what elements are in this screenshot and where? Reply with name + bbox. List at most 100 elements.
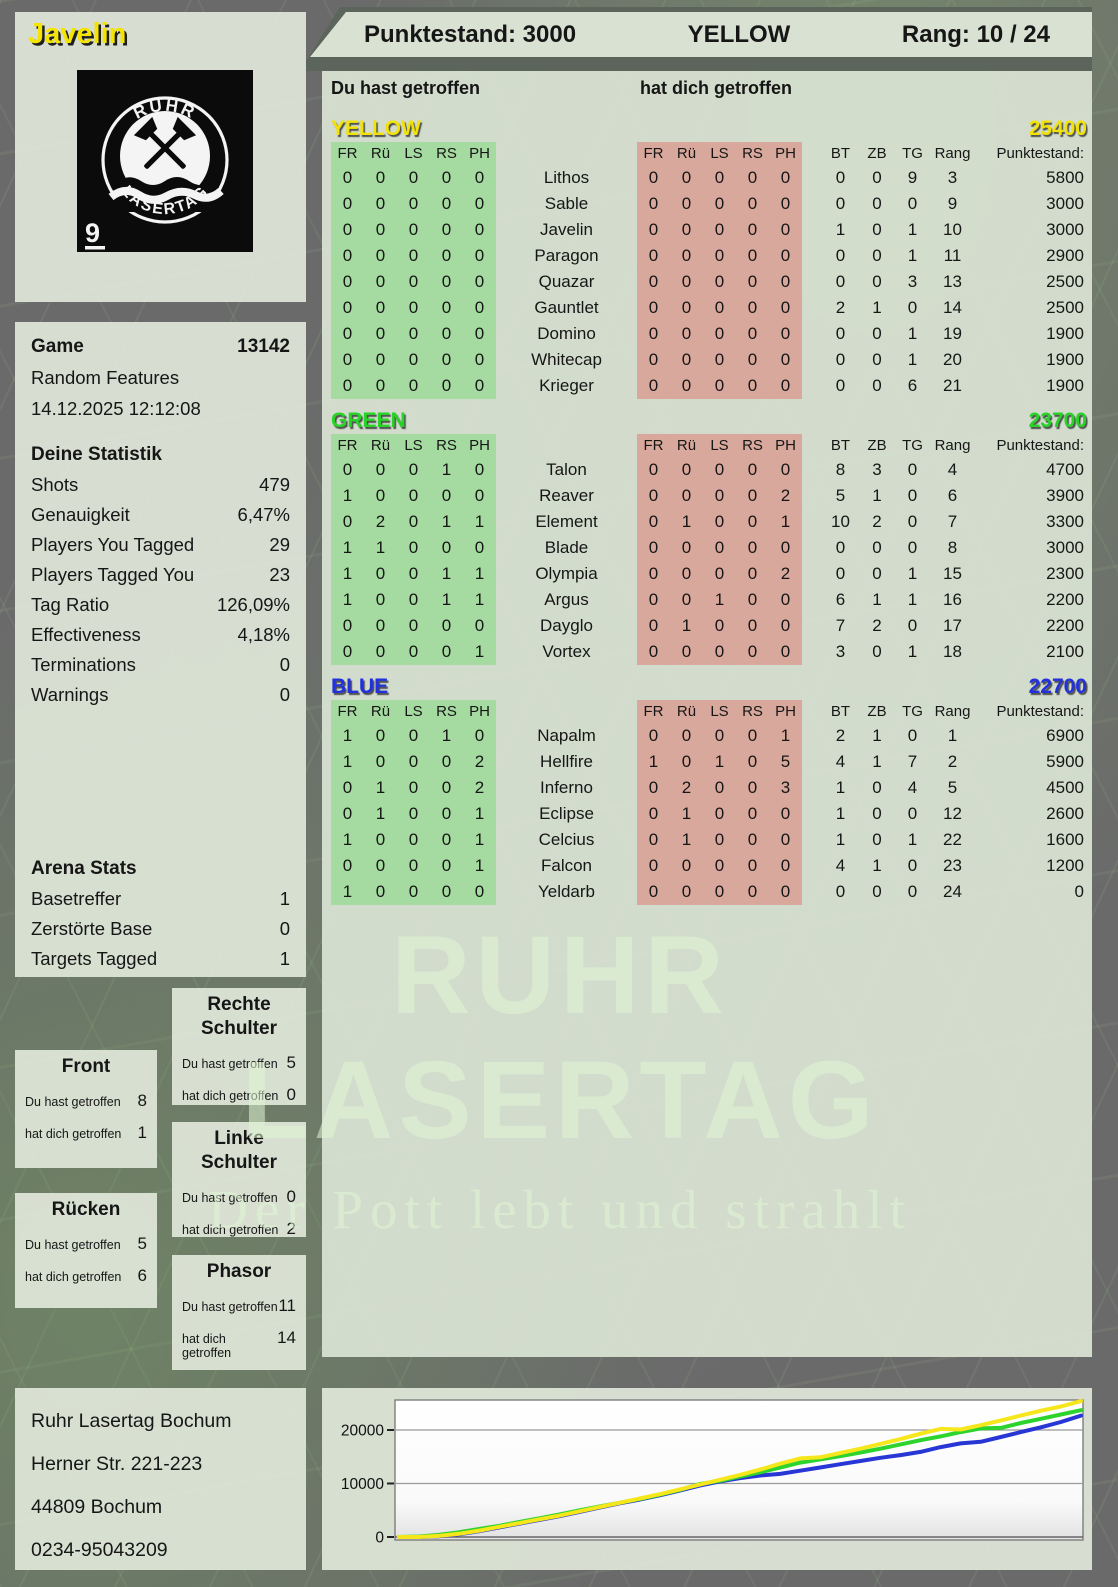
hits-by-you-cell: 0 bbox=[463, 535, 496, 561]
hits-by-you-cell: 0 bbox=[430, 775, 463, 801]
player-name-cell: Blade bbox=[544, 538, 589, 557]
col-header: LS bbox=[703, 700, 736, 723]
hits-by-you-cell: 0 bbox=[364, 639, 397, 665]
stat-cell: 0 bbox=[907, 194, 918, 213]
spacer-cell bbox=[802, 347, 822, 373]
stat-row: Genauigkeit 6,47% bbox=[31, 500, 290, 530]
hits-on-you-cell: 0 bbox=[637, 217, 670, 243]
hits-on-you-cell: 0 bbox=[769, 269, 802, 295]
hits-on-you-cell: 0 bbox=[637, 801, 670, 827]
hits-on-you-cell: 0 bbox=[637, 191, 670, 217]
hits-on-you-cell: 0 bbox=[637, 295, 670, 321]
hits-by-you-cell: 0 bbox=[430, 347, 463, 373]
stat-cell: 10 bbox=[831, 512, 850, 531]
hits-on-you-cell: 0 bbox=[637, 561, 670, 587]
hits-on-you-cell: 1 bbox=[670, 509, 703, 535]
player-name-cell: Reaver bbox=[539, 486, 594, 505]
score-cell: 3300 bbox=[1046, 512, 1084, 531]
hits-by-you-cell: 0 bbox=[364, 483, 397, 509]
hits-on-you-cell: 0 bbox=[637, 639, 670, 665]
hits-by-you-cell: 0 bbox=[364, 373, 397, 399]
hits-by-you-cell: 0 bbox=[331, 457, 364, 483]
hits-by-you-cell: 0 bbox=[430, 853, 463, 879]
game-label: Game bbox=[31, 336, 84, 357]
hits-on-you-cell: 2 bbox=[769, 561, 802, 587]
hits-by-you-cell: 0 bbox=[397, 749, 430, 775]
stat-cell: 0 bbox=[907, 726, 918, 745]
chart-plot-area bbox=[394, 1399, 1084, 1541]
col-header: FR bbox=[637, 434, 670, 457]
hits-on-you-cell: 0 bbox=[769, 217, 802, 243]
stat-cell: 9 bbox=[907, 168, 918, 187]
stat-label: Tag Ratio bbox=[31, 594, 110, 615]
hits-on-you-cell: 0 bbox=[703, 561, 736, 587]
spacer-cell bbox=[802, 639, 822, 665]
hits-on-you-cell: 0 bbox=[670, 639, 703, 665]
stat-cell: 0 bbox=[835, 324, 846, 343]
hit-zone-row: hat dich getroffen 6 bbox=[25, 1266, 147, 1286]
hits-on-you-cell: 0 bbox=[670, 217, 703, 243]
hits-by-you-cell: 0 bbox=[364, 723, 397, 749]
hits-by-you-cell: 0 bbox=[397, 723, 430, 749]
hits-on-you-cell: 0 bbox=[670, 587, 703, 613]
score-progress-chart: 0 10000 20000 bbox=[341, 1399, 1084, 1547]
score-cell: 1900 bbox=[1046, 376, 1084, 395]
player-name-cell: Whitecap bbox=[531, 350, 602, 369]
col-header: FR bbox=[331, 142, 364, 165]
stat-cell: 2 bbox=[835, 298, 846, 317]
hits-on-you-cell: 0 bbox=[736, 269, 769, 295]
hits-by-you-cell: 0 bbox=[430, 321, 463, 347]
team-name: GREEN bbox=[331, 409, 406, 432]
stat-cell: 6 bbox=[947, 486, 958, 505]
player-name-cell: Vortex bbox=[542, 642, 591, 661]
hits-by-you-cell: 1 bbox=[463, 801, 496, 827]
hits-by-you-cell: 0 bbox=[331, 613, 364, 639]
score-cell: 3000 bbox=[1046, 538, 1084, 557]
hits-by-you-cell: 1 bbox=[331, 587, 364, 613]
hits-by-you-cell: 0 bbox=[463, 613, 496, 639]
col-header: FR bbox=[637, 142, 670, 165]
y-tick-label: 20000 bbox=[341, 1423, 384, 1440]
hit-zone-phasor: Phasor Du hast getroffen 11 hat dich getrof… bbox=[172, 1255, 306, 1370]
address-line: Ruhr Lasertag Bochum bbox=[31, 1410, 232, 1432]
stat-cell: 1 bbox=[907, 350, 918, 369]
stat-cell: 1 bbox=[907, 590, 918, 609]
col-header: Rang bbox=[934, 703, 971, 720]
hits-on-you-cell: 0 bbox=[703, 827, 736, 853]
stat-cell: 7 bbox=[947, 512, 958, 531]
title-rank: Rang: 10 / 24 bbox=[901, 20, 1050, 48]
stat-cell: 0 bbox=[872, 804, 882, 823]
stat-cell: 1 bbox=[947, 726, 958, 745]
hits-by-you-cell: 0 bbox=[430, 613, 463, 639]
hits-by-you-cell: 0 bbox=[463, 373, 496, 399]
hits-on-you-cell: 1 bbox=[703, 587, 736, 613]
score-cell: 2100 bbox=[1046, 642, 1084, 661]
hits-on-you-cell: 0 bbox=[637, 535, 670, 561]
stat-cell: 18 bbox=[943, 642, 962, 661]
team-section: YELLOW 25400 FR Rü LS RS PH FR Rü LS RS PH BT ZB TG R… bbox=[322, 115, 1092, 399]
col-header: Rü bbox=[364, 434, 397, 457]
score-cell: 0 bbox=[1074, 882, 1084, 901]
hits-on-you-cell: 0 bbox=[736, 457, 769, 483]
col-header: BT bbox=[830, 145, 851, 162]
hits-by-you-cell: 0 bbox=[364, 457, 397, 483]
hit-zone-value: 1 bbox=[137, 1123, 147, 1142]
stat-label: Players You Tagged bbox=[31, 534, 195, 555]
hits-by-you-cell: 1 bbox=[364, 535, 397, 561]
hit-zone-row: Du hast getroffen 5 bbox=[25, 1234, 147, 1254]
player-name-cell: Domino bbox=[537, 324, 596, 343]
hits-on-you-cell: 0 bbox=[769, 879, 802, 905]
col-spacer bbox=[802, 700, 822, 723]
hits-on-you-cell: 0 bbox=[637, 775, 670, 801]
stat-row: Effectiveness 4,18% bbox=[31, 620, 290, 650]
hits-on-you-cell: 0 bbox=[637, 483, 670, 509]
hits-by-you-cell: 0 bbox=[397, 587, 430, 613]
col-header bbox=[496, 434, 637, 457]
stat-cell: 1 bbox=[835, 830, 846, 849]
stat-cell: 0 bbox=[907, 460, 918, 479]
spacer-cell bbox=[802, 561, 822, 587]
stat-cell: 1 bbox=[907, 246, 918, 265]
hit-zone-value: 0 bbox=[286, 1187, 296, 1206]
hits-by-you-cell: 0 bbox=[463, 295, 496, 321]
hits-by-you-cell: 1 bbox=[430, 723, 463, 749]
